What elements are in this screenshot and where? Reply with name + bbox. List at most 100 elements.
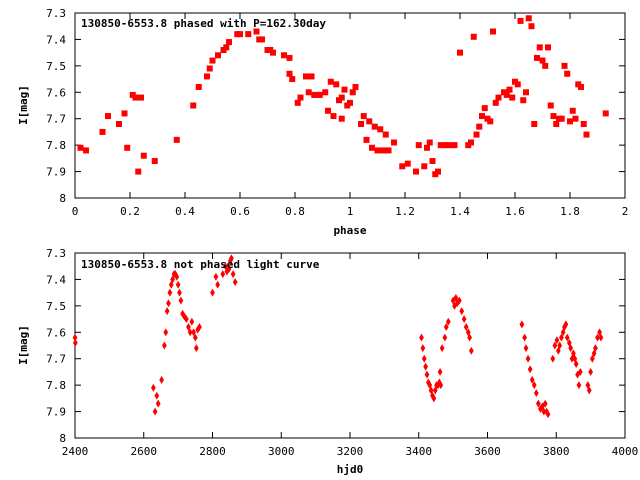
data-point	[363, 136, 370, 143]
data-point	[195, 84, 202, 90]
data-point	[461, 315, 467, 324]
data-point	[525, 15, 532, 22]
data-point	[358, 121, 364, 127]
data-point	[602, 110, 609, 117]
data-point	[213, 272, 219, 281]
data-point	[382, 131, 389, 138]
y-tick-label: 7.4	[46, 273, 66, 286]
data-point	[580, 121, 587, 127]
data-point	[360, 113, 367, 120]
x-tick-label: 3400	[406, 445, 433, 458]
data-point	[391, 139, 397, 146]
data-point	[154, 391, 160, 400]
data-point	[366, 118, 373, 125]
data-point	[437, 142, 444, 149]
data-point	[215, 280, 221, 289]
data-point	[427, 381, 433, 390]
data-point	[540, 402, 545, 411]
data-point	[206, 65, 213, 72]
y-axis: 7.3 7.4 7.5 7.6 7.7 7.8 7.9 8	[46, 247, 625, 445]
data-point	[568, 344, 574, 353]
data-point	[476, 123, 483, 130]
data-point	[259, 36, 265, 43]
y-tick-label: 7.5	[46, 60, 66, 73]
data-point	[545, 410, 551, 419]
data-point	[536, 44, 543, 51]
data-point	[270, 49, 276, 56]
y-tick-label: 7.4	[46, 33, 66, 46]
unphased-light-curve-panel: 2400 2600 2800 3000 3200 3400 3600 3800 4000 7.3…	[17, 247, 638, 476]
data-point	[575, 370, 580, 379]
data-point	[330, 113, 337, 120]
data-point	[230, 270, 236, 279]
y-tick-label: 7.8	[46, 139, 66, 152]
data-point	[525, 354, 531, 363]
data-point	[550, 354, 556, 363]
data-point	[322, 89, 329, 96]
data-point	[83, 147, 89, 154]
data-point	[573, 360, 579, 368]
data-point	[571, 349, 576, 358]
data-point	[415, 142, 422, 149]
data-point	[352, 84, 359, 90]
data-point	[453, 293, 459, 302]
phased-light-curve-panel: 0 0.2 0.4 0.6 0.8 1 1.2 1.4 1.6 1.8 2 7.3 7.4 7.5 7.6…	[17, 7, 628, 237]
y-tick-label: 7.7	[46, 113, 66, 126]
data-point	[552, 341, 558, 350]
data-point	[446, 142, 452, 149]
x-tick-label: 3800	[543, 445, 570, 458]
data-point	[294, 99, 301, 106]
x-axis: 2400 2600 2800 3000 3200 3400 3600 3800 4000	[62, 253, 638, 458]
data-point	[325, 107, 331, 114]
y-tick-label: 7.3	[46, 247, 66, 260]
y-tick-label: 8	[59, 432, 66, 445]
chart-title: 130850-6553.8 phased with P=162.30day	[81, 17, 326, 30]
data-point	[564, 333, 570, 342]
data-point	[435, 168, 441, 175]
data-point	[457, 49, 463, 56]
data-point	[591, 349, 597, 358]
data-point	[492, 99, 499, 106]
data-point	[305, 89, 312, 96]
data-point	[420, 344, 426, 353]
data-point	[150, 383, 156, 392]
data-point	[481, 105, 488, 112]
data-point	[585, 381, 591, 390]
data-point	[371, 123, 378, 130]
data-point	[567, 118, 573, 125]
data-point	[597, 328, 602, 337]
data-point	[506, 86, 513, 93]
data-point	[531, 381, 537, 390]
data-point	[229, 254, 234, 263]
data-point	[490, 28, 496, 35]
y-tick-label: 7.3	[46, 7, 66, 20]
data-point	[514, 81, 521, 88]
y-tick-label: 7.6	[46, 326, 66, 339]
data-point	[116, 121, 122, 127]
data-point	[426, 139, 433, 146]
data-point	[175, 280, 181, 289]
data-point	[463, 323, 469, 331]
data-point	[421, 163, 428, 170]
data-point	[140, 152, 147, 159]
data-point	[223, 262, 228, 271]
x-axis-label: phase	[333, 224, 366, 237]
data-point	[523, 344, 529, 353]
data-point	[577, 367, 583, 376]
data-point	[558, 115, 565, 122]
data-point	[419, 333, 424, 342]
data-point	[564, 70, 571, 77]
data-point	[232, 278, 238, 287]
x-tick-label: 0.8	[285, 205, 305, 218]
data-point	[557, 341, 563, 350]
data-point	[369, 144, 375, 151]
data-point	[209, 57, 216, 64]
data-point	[534, 54, 540, 61]
data-point	[439, 344, 445, 353]
data-point	[578, 84, 584, 90]
data-point	[593, 344, 598, 353]
data-point	[421, 354, 427, 363]
data-point	[338, 94, 345, 101]
data-point	[170, 275, 176, 284]
data-point	[220, 270, 226, 279]
